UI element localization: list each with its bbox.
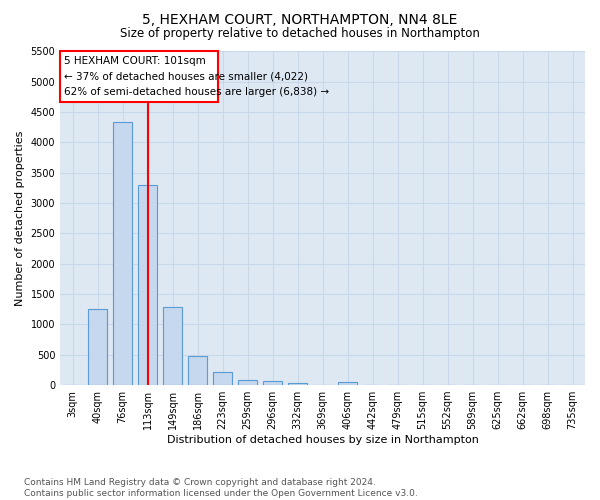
Bar: [213, 372, 232, 385]
Bar: [60, 52, 218, 102]
Text: 5, HEXHAM COURT, NORTHAMPTON, NN4 8LE: 5, HEXHAM COURT, NORTHAMPTON, NN4 8LE: [142, 12, 458, 26]
Text: Size of property relative to detached houses in Northampton: Size of property relative to detached ho…: [120, 28, 480, 40]
Bar: [288, 384, 307, 385]
Bar: [188, 356, 207, 385]
Text: ← 37% of detached houses are smaller (4,022): ← 37% of detached houses are smaller (4,…: [64, 72, 308, 82]
Bar: [263, 380, 282, 385]
Bar: [138, 185, 157, 385]
Bar: [238, 380, 257, 385]
X-axis label: Distribution of detached houses by size in Northampton: Distribution of detached houses by size …: [167, 435, 479, 445]
Text: 62% of semi-detached houses are larger (6,838) →: 62% of semi-detached houses are larger (…: [64, 87, 329, 97]
Bar: [338, 382, 357, 385]
Bar: [88, 310, 107, 385]
Text: Contains HM Land Registry data © Crown copyright and database right 2024.
Contai: Contains HM Land Registry data © Crown c…: [24, 478, 418, 498]
Text: 5 HEXHAM COURT: 101sqm: 5 HEXHAM COURT: 101sqm: [64, 56, 206, 66]
Y-axis label: Number of detached properties: Number of detached properties: [15, 130, 25, 306]
Bar: [163, 308, 182, 385]
Bar: [113, 122, 132, 385]
